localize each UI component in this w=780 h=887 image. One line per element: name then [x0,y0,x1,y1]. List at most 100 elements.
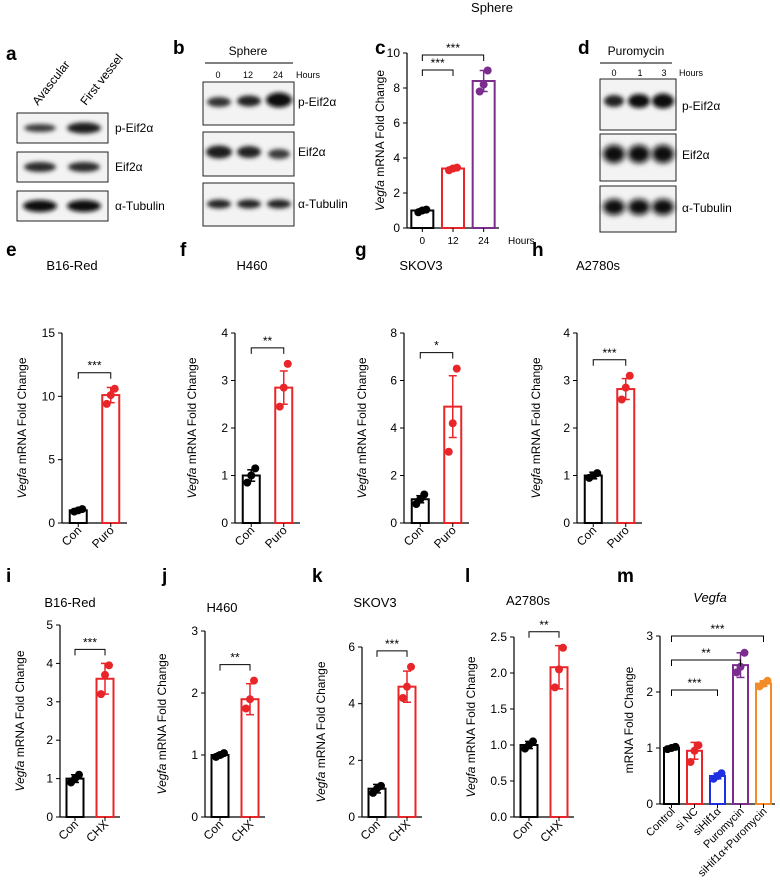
data-point [479,80,488,89]
y-tick-label: 5 [48,453,55,467]
blot-band [628,145,650,163]
x-tick-label: Puro [89,523,117,551]
x-tick-label: Con [358,817,383,842]
blot-band [628,94,650,108]
y-tick-label: 5 [46,618,53,632]
blot-a-row-label: Eif2α [115,160,143,174]
bar [210,754,230,818]
data-point [407,662,415,671]
blot-b-header: Sphere [229,44,268,58]
y-axis-label-gene: Vegfa [155,763,169,794]
y-axis-label-rest: mRNA Fold Change [355,357,369,467]
x-tick-label: 12 [447,236,459,247]
y-tick-label: 1 [46,772,53,786]
data-point [763,676,772,685]
x-tick-label: Con [574,523,599,548]
significance-label: *** [602,346,616,360]
significance-label: *** [87,359,101,373]
significance-label: *** [710,622,724,636]
x-tick-label: Con [59,523,84,548]
panel-letter-h: h [532,240,544,261]
significance-bracket [671,635,764,642]
y-tick-label: 2 [191,686,198,700]
chart-title: A2780s [506,593,551,608]
y-tick-label: 0 [191,810,198,824]
significance-label: ** [701,646,711,660]
y-axis-label-gene: Vegfa [314,771,328,802]
y-tick-label: 0 [221,516,228,530]
y-tick-label: 3 [221,374,228,388]
data-point [671,742,680,751]
y-tick-label: 0.5 [490,774,507,788]
chart-title: A2780s [576,258,621,273]
panel-letter-l: l [465,566,471,587]
data-point [593,469,602,478]
bar [441,167,465,229]
y-axis-label: Vegfa mRNA Fold Change [155,653,169,794]
blot-a-row-label: p-Eif2α [115,121,153,135]
blot-band [652,199,674,215]
blot-band [207,97,231,107]
y-tick-label: 4 [221,326,228,340]
chart-title: H460 [236,258,267,273]
y-tick-label: 10 [42,389,56,403]
data-point [529,737,537,746]
blot-d-time: 0 [611,68,616,78]
significance-bracket [219,664,251,671]
x-tick-label: CHX [83,817,111,845]
data-point [377,781,385,790]
significance-bracket [376,650,408,657]
blot-b-time: 24 [273,70,283,80]
significance-bracket [250,347,285,354]
y-tick-label: 2 [390,469,397,483]
x-tick-label: 24 [478,236,490,247]
bar [397,685,417,819]
panel-letter-c: c [375,38,386,59]
y-tick-label: 3 [191,624,198,638]
y-axis-label-gene: Vegfa [355,467,369,498]
y-tick-label: 2 [563,421,570,435]
significance-bracket [419,352,454,359]
blot-band [237,199,261,209]
blot-d-time: 3 [661,68,666,78]
chart-title: SKOV3 [353,595,396,610]
blot-b-row-label: Eif2α [298,145,326,159]
y-tick-label: 15 [42,326,56,340]
data-point [736,662,745,671]
data-point [686,758,695,766]
bar [583,474,603,524]
chart-panel-l: A2780s Vegfa mRNA Fold Change 0.0 0.5 1.0 1.5… [464,593,574,845]
data-point [625,371,634,380]
panel-letter-m: m [617,566,634,587]
blot-b-time: 12 [243,70,253,80]
chart-title: B16-Red [46,258,97,273]
y-tick-label: 0.0 [490,810,507,824]
y-axis-label: Vegfa mRNA Fold Change [13,650,27,791]
data-point [475,87,484,96]
data-point [559,643,567,652]
blot-b-unit: Hours [296,70,321,80]
panel-letter-a: a [6,44,17,65]
data-point [717,769,726,778]
x-tick-label: Puro [604,523,632,551]
significance-bracket [528,631,560,638]
data-point [399,694,407,702]
chart-title: B16-Red [44,595,95,610]
y-tick-label: 2 [348,753,355,767]
data-point [247,471,256,480]
y-tick-label: 8 [390,326,397,340]
panel-letter-g: g [355,240,367,261]
y-tick-label: 6 [390,374,397,388]
panel-letter-k: k [312,566,323,587]
data-point [220,749,228,758]
data-point [242,704,250,713]
chart-panel-f: H460 Vegfa mRNA Fold Change 0 1 2 3 4 Con Puro ** [185,258,300,551]
blot-d-unit: Hours [679,68,704,78]
panel-letter-f: f [180,240,187,261]
blot-d-header: Puromycin [608,44,665,58]
blot-b-row-label: p-Eif2α [298,95,336,109]
y-axis-label-rest: mRNA Fold Change [464,656,478,766]
y-axis-label-rest: mRNA Fold Change [155,653,169,763]
